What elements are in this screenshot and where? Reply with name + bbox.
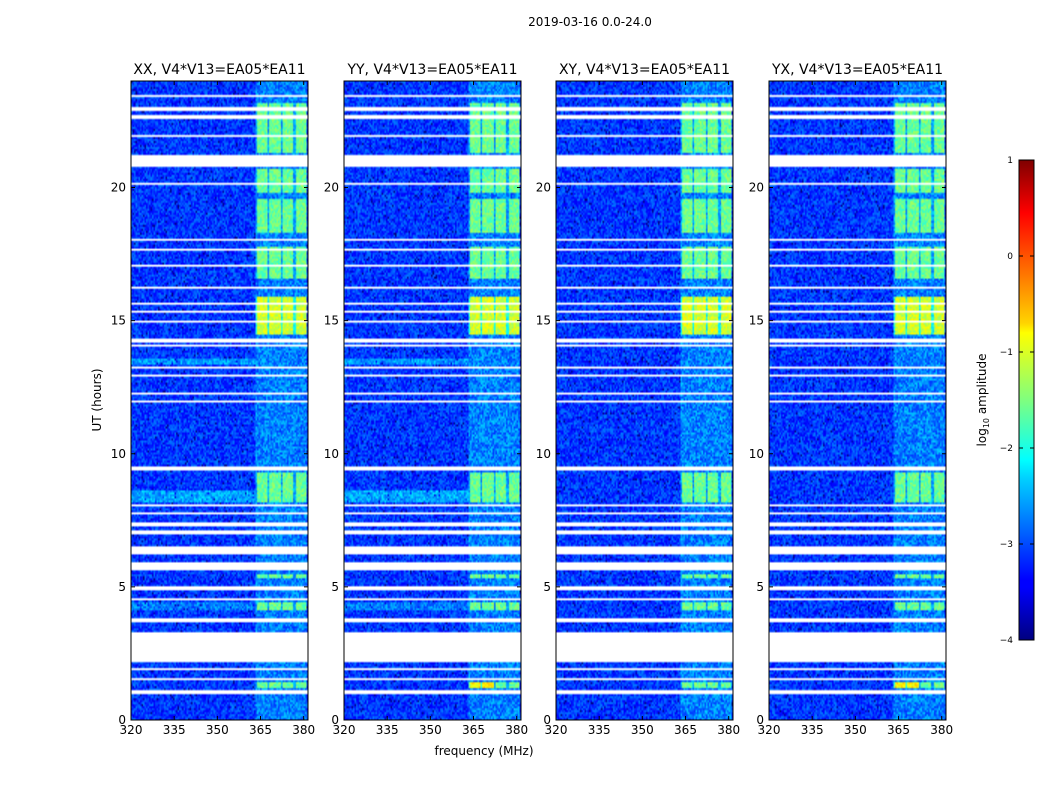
y-tick-label: 0 (756, 713, 764, 727)
x-tick-label: 350 (844, 723, 867, 737)
heatmap-image (131, 81, 308, 720)
y-tick-label: 5 (756, 580, 764, 594)
x-tick-label: 335 (588, 723, 611, 737)
y-tick-label: 0 (543, 713, 551, 727)
y-tick-label: 20 (111, 181, 126, 195)
x-tick-label: 320 (545, 723, 568, 737)
y-tick-label: 0 (331, 713, 339, 727)
y-tick-label: 15 (111, 314, 126, 328)
x-tick-label: 365 (674, 723, 697, 737)
x-tick-label: 335 (376, 723, 399, 737)
y-tick-label: 20 (536, 181, 551, 195)
colorbar-ticks: 1 0 −1 −2 −3 −4 (1000, 156, 1034, 646)
y-tick-label: 15 (749, 314, 764, 328)
y-tick-label: 15 (536, 314, 551, 328)
panel-title: XX, V4*V13=EA05*EA11 (133, 62, 305, 78)
y-tick-label: 20 (324, 181, 339, 195)
x-tick-label: 335 (163, 723, 186, 737)
x-axis-label: frequency (MHz) (434, 744, 533, 758)
colorbar-gradient (1018, 159, 1035, 641)
colorbar-tick-label: −1 (1000, 348, 1013, 358)
x-tick-label: 350 (206, 723, 229, 737)
x-tick-label: 350 (419, 723, 442, 737)
y-tick-label: 10 (749, 447, 764, 461)
heatmap-image (769, 81, 946, 720)
colorbar-tick-label: −3 (1000, 540, 1013, 550)
x-tick-label: 380 (292, 723, 315, 737)
x-tick-label: 320 (758, 723, 781, 737)
figure-suptitle: 2019-03-16 0.0-24.0 (528, 15, 652, 29)
y-axis-label: UT (hours) (90, 368, 104, 431)
x-tick-label: 365 (249, 723, 272, 737)
y-tick-label: 5 (118, 580, 126, 594)
panel-title: YX, V4*V13=EA05*EA11 (771, 62, 943, 78)
panel-xy: XY, V4*V13=EA05*EA11 320 335 350 365 380 0 5 10 1… (536, 62, 740, 737)
panel-yy: YY, V4*V13=EA05*EA11 320 335 350 365 380 0 5 10 1… (324, 62, 528, 737)
panel-yx: YX, V4*V13=EA05*EA11 320 335 350 365 380 0 5 10 1… (749, 62, 953, 737)
panel-xx: XX, V4*V13=EA05*EA11 320 335 350 365 380 0 5 10 1… (111, 62, 315, 737)
colorbar: 1 0 −1 −2 −3 −4 log10 amplitude (975, 156, 1035, 646)
plot-frame (555, 80, 734, 721)
plot-frame (768, 80, 947, 721)
x-tick-label: 335 (801, 723, 824, 737)
heatmap-image (344, 81, 521, 720)
x-tick-label: 380 (717, 723, 740, 737)
x-tick-label: 320 (120, 723, 143, 737)
y-tick-label: 10 (536, 447, 551, 461)
x-tick-label: 320 (333, 723, 356, 737)
colorbar-tick-label: −2 (1000, 444, 1013, 454)
colorbar-label: log10 amplitude (975, 354, 991, 447)
y-tick-label: 5 (543, 580, 551, 594)
x-tick-label: 365 (462, 723, 485, 737)
y-tick-label: 0 (118, 713, 126, 727)
colorbar-tick-label: 0 (1007, 252, 1013, 262)
heatmap-panels: XX, V4*V13=EA05*EA11 320 335 350 365 380 0 5 10 1… (111, 62, 953, 737)
plot-frame (130, 80, 309, 721)
y-tick-label: 5 (331, 580, 339, 594)
y-tick-label: 20 (749, 181, 764, 195)
y-tick-label: 10 (111, 447, 126, 461)
y-tick-label: 15 (324, 314, 339, 328)
plot-frame (343, 80, 522, 721)
x-tick-label: 350 (631, 723, 654, 737)
panel-title: YY, V4*V13=EA05*EA11 (346, 62, 517, 78)
heatmap-image (556, 81, 733, 720)
colorbar-tick-label: 1 (1007, 156, 1013, 166)
x-tick-label: 380 (505, 723, 528, 737)
y-tick-label: 10 (324, 447, 339, 461)
x-tick-label: 380 (930, 723, 953, 737)
panel-title: XY, V4*V13=EA05*EA11 (559, 62, 730, 78)
colorbar-tick-label: −4 (1000, 636, 1014, 646)
x-tick-label: 365 (887, 723, 910, 737)
